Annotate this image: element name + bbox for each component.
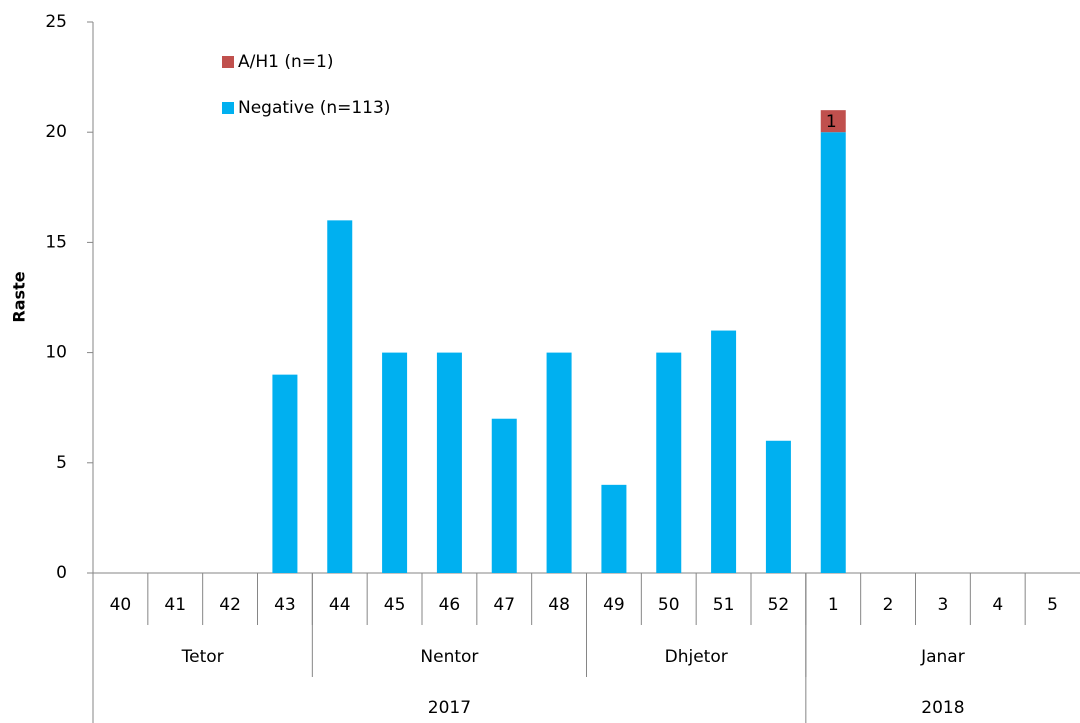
week-label: 1 — [828, 595, 839, 615]
month-label: Dhjetor — [665, 647, 728, 667]
legend-label: Negative (n=113) — [238, 98, 390, 118]
bar-segment — [272, 374, 298, 573]
y-tick-label: 0 — [56, 563, 67, 583]
bar-segment — [820, 110, 846, 133]
week-label: 41 — [164, 595, 186, 615]
week-label: 52 — [768, 595, 790, 615]
legend-label: A/H1 (n=1) — [238, 52, 333, 72]
data-label: 1 — [826, 112, 837, 132]
week-label: 48 — [548, 595, 570, 615]
y-tick-label: 15 — [45, 232, 67, 252]
bar-segment — [656, 352, 682, 573]
bar-segment — [601, 484, 627, 573]
week-label: 42 — [219, 595, 241, 615]
week-label: 45 — [384, 595, 406, 615]
week-label: 51 — [713, 595, 735, 615]
week-label: 50 — [658, 595, 680, 615]
week-label: 2 — [883, 595, 894, 615]
y-tick-label: 5 — [56, 453, 67, 473]
week-label: 46 — [439, 595, 461, 615]
bar-segment — [491, 418, 517, 573]
week-label: 47 — [493, 595, 515, 615]
legend-swatch — [222, 56, 234, 68]
bar-segment — [765, 440, 791, 573]
week-label: 5 — [1047, 595, 1058, 615]
y-tick-label: 20 — [45, 122, 67, 142]
bar-segment — [327, 220, 353, 574]
month-label: Tetor — [181, 647, 224, 667]
week-label: 4 — [992, 595, 1003, 615]
week-label: 44 — [329, 595, 351, 615]
y-tick-label: 25 — [45, 12, 67, 32]
week-label: 40 — [110, 595, 132, 615]
week-label: 43 — [274, 595, 296, 615]
month-label: Nentor — [420, 647, 478, 667]
bar-segment — [820, 132, 846, 573]
week-label: 49 — [603, 595, 625, 615]
bar-segment — [382, 352, 408, 573]
year-label: 2018 — [921, 698, 964, 718]
legend-swatch — [222, 102, 234, 114]
bar-segment — [711, 330, 737, 573]
bar-segment — [436, 352, 462, 573]
bar-segment — [546, 352, 572, 573]
week-label: 3 — [938, 595, 949, 615]
y-tick-label: 10 — [45, 343, 67, 363]
month-label: Janar — [920, 647, 965, 667]
year-label: 2017 — [428, 698, 471, 718]
y-axis-label: Raste — [10, 271, 29, 322]
